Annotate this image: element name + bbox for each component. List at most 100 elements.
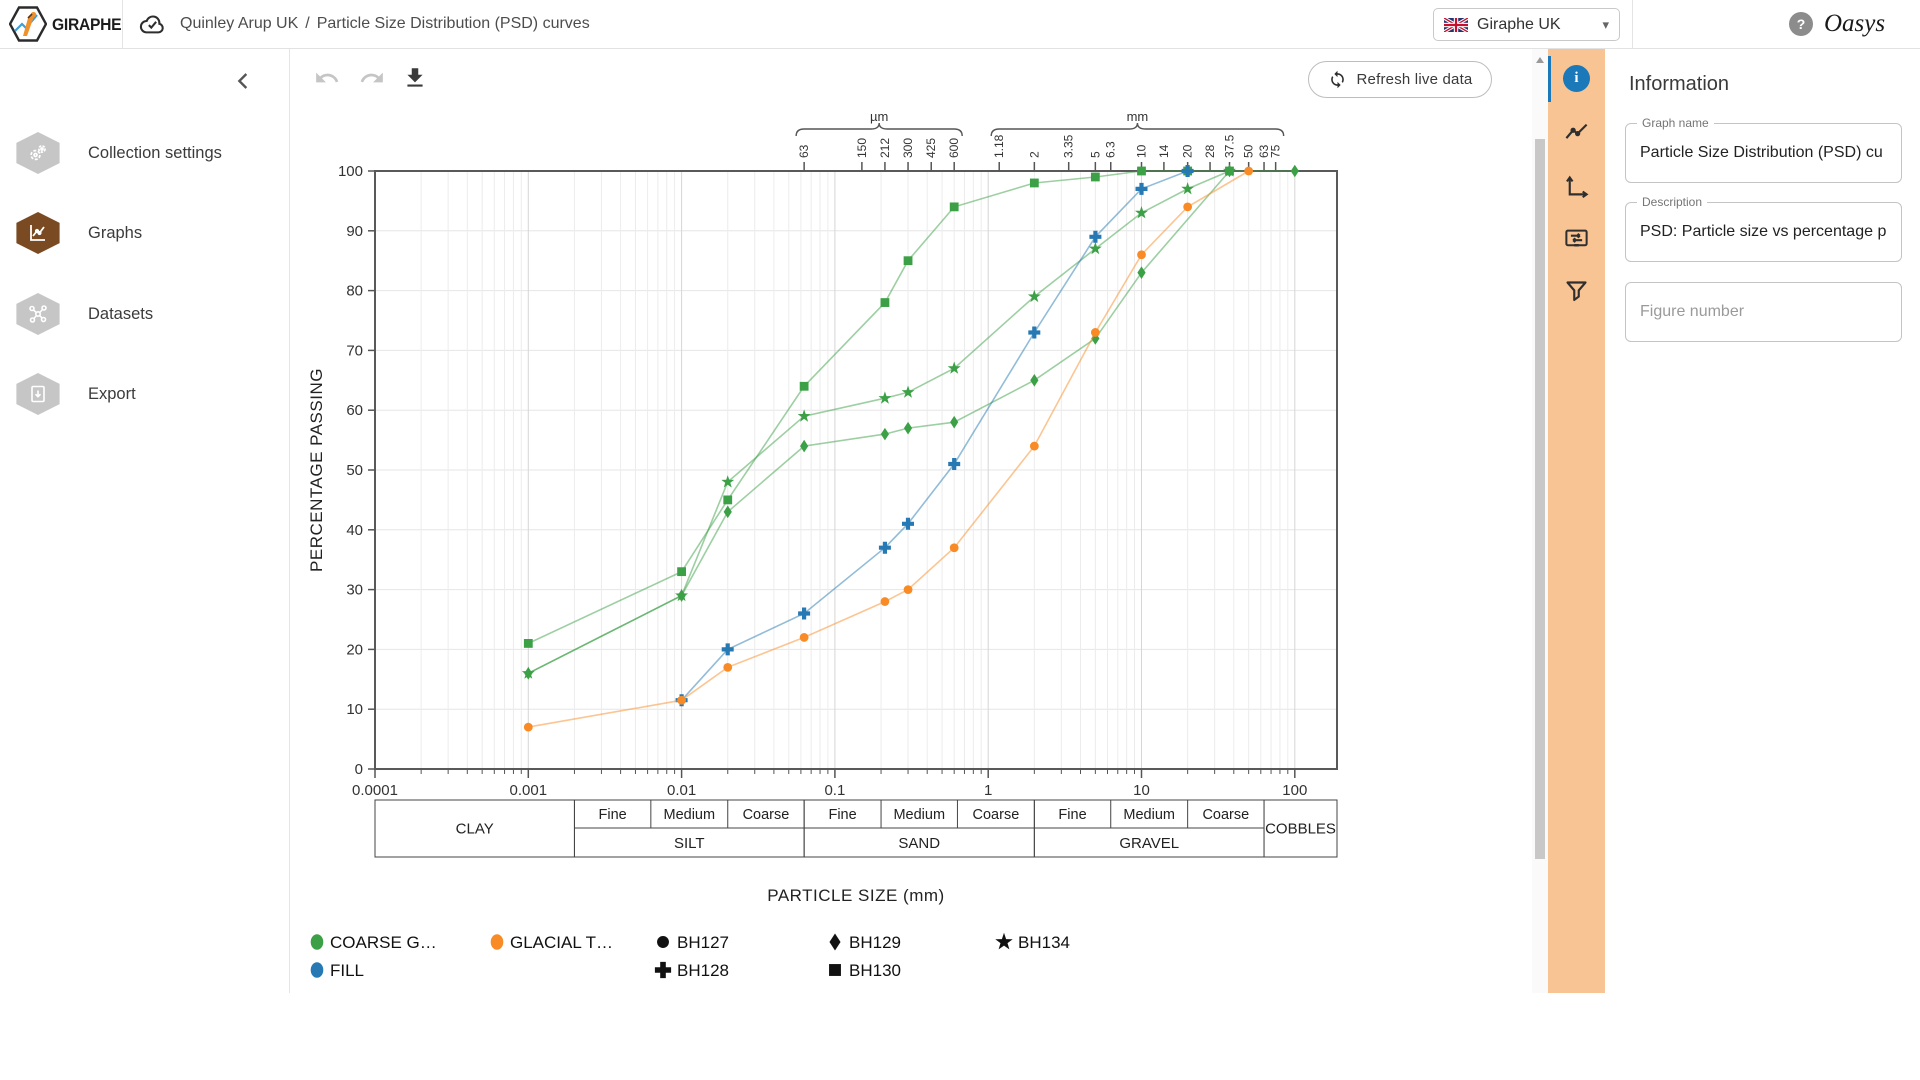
svg-text:SILT: SILT (674, 835, 705, 852)
cloud-sync-icon (139, 15, 164, 34)
figure-number-field[interactable] (1625, 282, 1902, 342)
main-scrollbar[interactable] (1532, 49, 1548, 993)
help-icon[interactable]: ? (1789, 12, 1813, 36)
svg-text:14: 14 (1157, 144, 1171, 158)
tab-series-icon[interactable] (1563, 119, 1590, 146)
sidebar-item-label: Datasets (88, 304, 154, 323)
sidebar-item-datasets[interactable]: Datasets (0, 286, 290, 342)
sidebar-item-label: Collection settings (88, 143, 222, 162)
svg-text:60: 60 (346, 402, 363, 419)
svg-text:3.35: 3.35 (1062, 134, 1076, 158)
breadcrumb-separator: / (305, 15, 310, 32)
svg-text:40: 40 (346, 522, 363, 539)
refresh-button-label: Refresh live data (1356, 71, 1473, 88)
left-sidebar: Collection settings Graphs Datasets (0, 49, 290, 993)
collection-settings-icon (16, 132, 60, 174)
svg-text:63: 63 (797, 144, 811, 158)
refresh-live-data-button[interactable]: Refresh live data (1308, 61, 1492, 98)
svg-text:1: 1 (984, 782, 992, 799)
sidebar-item-graphs[interactable]: Graphs (0, 205, 290, 261)
svg-text:90: 90 (346, 223, 363, 240)
uk-flag-icon (1444, 17, 1468, 32)
graph-name-label: Graph name (1637, 116, 1714, 130)
graphs-icon (16, 212, 60, 254)
svg-text:70: 70 (346, 342, 363, 359)
tab-filter-icon[interactable] (1563, 278, 1590, 305)
datasets-icon (16, 293, 60, 335)
svg-text:BH127: BH127 (677, 933, 729, 952)
svg-text:BH128: BH128 (677, 961, 729, 980)
svg-text:0: 0 (355, 761, 363, 778)
undo-icon[interactable] (314, 65, 340, 91)
breadcrumb-page: Particle Size Distribution (PSD) curves (316, 15, 590, 32)
workspace-selector-button[interactable]: Giraphe UK ▾ (1433, 8, 1620, 41)
svg-text:Fine: Fine (599, 807, 627, 823)
svg-text:30: 30 (346, 582, 363, 599)
svg-text:Medium: Medium (664, 807, 716, 823)
download-icon[interactable] (402, 65, 428, 91)
chevron-down-icon: ▾ (1602, 16, 1609, 32)
description-label: Description (1637, 195, 1708, 209)
svg-text:BH130: BH130 (849, 961, 901, 980)
svg-text:63: 63 (1257, 144, 1271, 158)
svg-text:10: 10 (1133, 782, 1150, 799)
panel-title: Information (1629, 73, 1730, 95)
tab-annotations-icon[interactable] (1563, 225, 1590, 252)
figure-number-input[interactable] (1626, 283, 1901, 341)
export-icon (16, 373, 60, 415)
description-field[interactable]: Description (1625, 195, 1902, 262)
svg-text:600: 600 (947, 138, 961, 158)
svg-text:100: 100 (1282, 782, 1307, 799)
svg-text:COBBLES: COBBLES (1265, 821, 1336, 838)
svg-text:FILL: FILL (330, 961, 364, 980)
svg-text:20: 20 (1181, 144, 1195, 158)
graph-name-field[interactable]: Graph name (1625, 116, 1902, 183)
svg-text:0.0001: 0.0001 (352, 782, 398, 799)
redo-icon[interactable] (359, 65, 385, 91)
svg-text:SAND: SAND (898, 835, 940, 852)
svg-text:PERCENTAGE PASSING: PERCENTAGE PASSING (307, 368, 326, 572)
tab-information-icon[interactable]: i (1563, 65, 1590, 92)
svg-text:5: 5 (1088, 151, 1102, 158)
svg-text:20: 20 (346, 641, 363, 658)
sidebar-item-collection-settings[interactable]: Collection settings (0, 125, 290, 181)
svg-text:6.3: 6.3 (1104, 141, 1118, 158)
scrollbar-thumb[interactable] (1535, 139, 1545, 859)
svg-text:2: 2 (1027, 151, 1041, 158)
svg-text:50: 50 (1242, 144, 1256, 158)
active-tab-indicator (1548, 56, 1551, 102)
scrollbar-up-arrow-icon[interactable] (1536, 57, 1544, 63)
svg-text:0.1: 0.1 (824, 782, 845, 799)
svg-text:Coarse: Coarse (743, 807, 790, 823)
svg-text:BH129: BH129 (849, 933, 901, 952)
svg-text:Coarse: Coarse (973, 807, 1020, 823)
svg-text:Medium: Medium (1123, 807, 1175, 823)
svg-text:10: 10 (346, 701, 363, 718)
sidebar-item-label: Graphs (88, 223, 143, 242)
svg-text:37.5: 37.5 (1222, 134, 1236, 158)
giraphe-logo-icon (9, 6, 47, 42)
svg-text:Fine: Fine (1058, 807, 1086, 823)
svg-text:mm: mm (1127, 110, 1149, 124)
description-input[interactable] (1626, 203, 1901, 261)
svg-text:GLACIAL T…: GLACIAL T… (510, 933, 613, 952)
svg-text:Medium: Medium (893, 807, 945, 823)
breadcrumb: Quinley Arup UK / Particle Size Distributi… (180, 15, 590, 33)
svg-text:0.01: 0.01 (667, 782, 696, 799)
svg-text:300: 300 (901, 138, 915, 158)
svg-text:425: 425 (924, 138, 938, 158)
svg-text:µm: µm (870, 110, 888, 124)
svg-text:80: 80 (346, 283, 363, 300)
sidebar-item-export[interactable]: Export (0, 366, 290, 422)
collapse-sidebar-icon[interactable] (230, 67, 258, 95)
svg-text:28: 28 (1203, 144, 1217, 158)
workspace-label: Giraphe UK (1477, 15, 1561, 33)
svg-text:75: 75 (1269, 144, 1283, 158)
graph-name-input[interactable] (1626, 124, 1901, 182)
svg-text:150: 150 (855, 138, 869, 158)
svg-text:PARTICLE SIZE (mm): PARTICLE SIZE (mm) (767, 886, 944, 905)
tab-axes-icon[interactable] (1563, 173, 1590, 200)
sidebar-item-label: Export (88, 384, 136, 403)
breadcrumb-project[interactable]: Quinley Arup UK (180, 15, 299, 32)
svg-text:10: 10 (1135, 144, 1149, 158)
